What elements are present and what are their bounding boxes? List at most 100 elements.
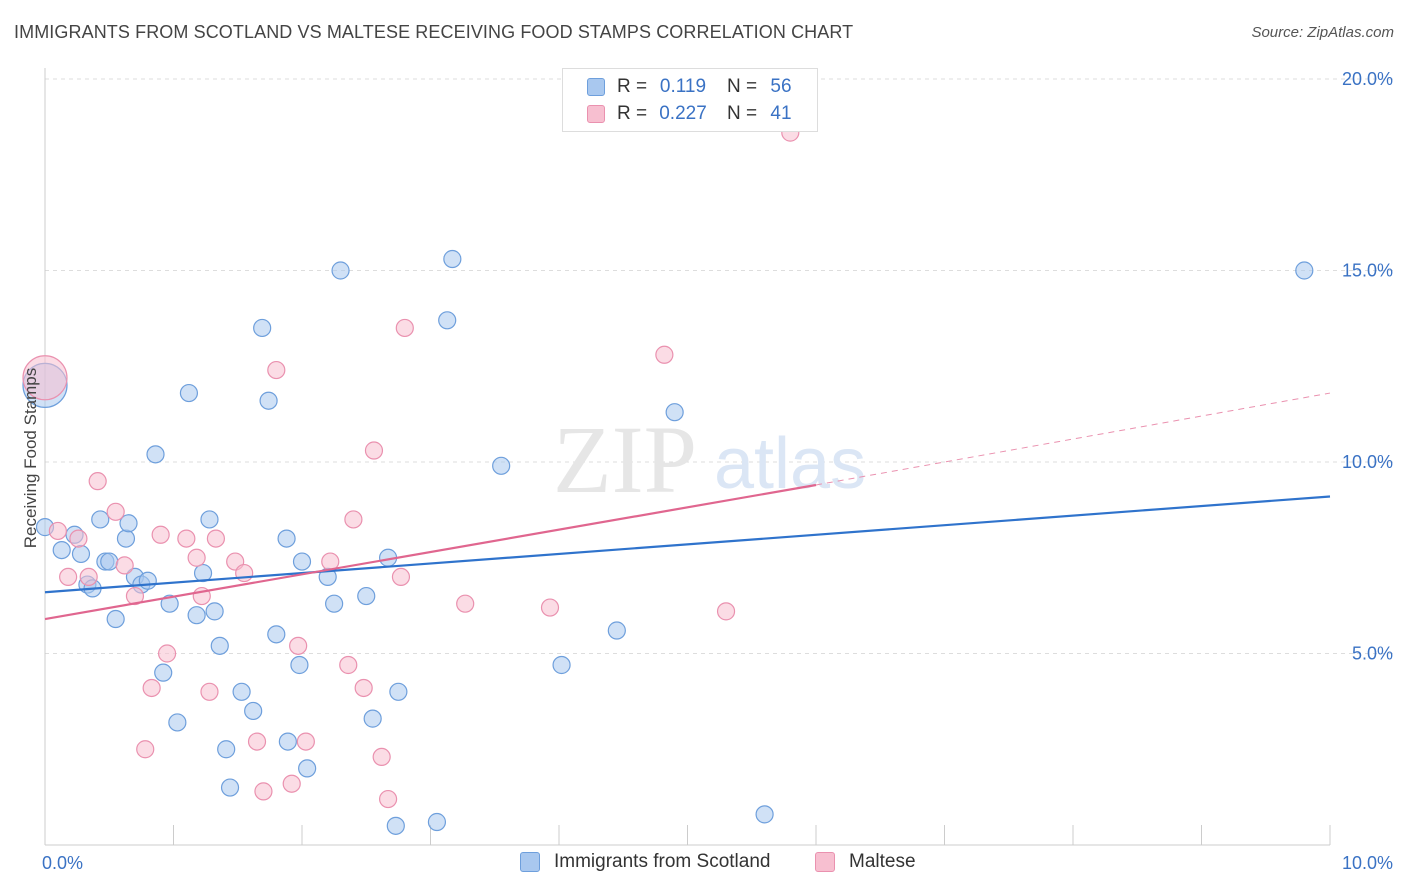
- point-scotland[interactable]: [290, 655, 309, 675]
- source-label: Source: ZipAtlas.com: [1251, 24, 1394, 41]
- point-scotland[interactable]: [232, 682, 251, 701]
- point-scotland[interactable]: [292, 552, 312, 571]
- point-maltese[interactable]: [177, 529, 196, 548]
- n-label: N =: [727, 76, 758, 97]
- point-maltese[interactable]: [88, 472, 107, 491]
- point-scotland[interactable]: [363, 709, 382, 728]
- trend-line-scotland: [44, 495, 1331, 594]
- point-maltese[interactable]: [115, 556, 134, 575]
- legend-item-maltese[interactable]: Maltese: [815, 851, 916, 873]
- series-legend: Immigrants from Scotland Maltese: [0, 851, 1406, 877]
- point-maltese[interactable]: [59, 567, 78, 587]
- scotland-swatch: [520, 852, 540, 872]
- y-tick-label: 15.0%: [1342, 261, 1393, 281]
- point-scotland[interactable]: [357, 586, 376, 606]
- point-maltese[interactable]: [247, 732, 267, 751]
- point-scotland[interactable]: [443, 249, 462, 269]
- legend-item-scotland[interactable]: Immigrants from Scotland: [520, 851, 770, 873]
- point-scotland[interactable]: [220, 778, 240, 797]
- legend-row-scotland: R = 0.119 N = 56: [587, 74, 801, 100]
- point-scotland[interactable]: [492, 456, 511, 475]
- point-scotland[interactable]: [193, 563, 213, 583]
- maltese-swatch: [815, 852, 835, 872]
- point-maltese[interactable]: [200, 682, 219, 701]
- point-scotland[interactable]: [267, 625, 286, 644]
- r-value: 0.119: [659, 76, 707, 97]
- point-scotland[interactable]: [100, 552, 119, 571]
- point-scotland[interactable]: [244, 701, 263, 721]
- point-scotland[interactable]: [278, 732, 297, 751]
- point-maltese[interactable]: [48, 521, 67, 541]
- point-maltese[interactable]: [235, 563, 254, 583]
- chart-title: IMMIGRANTS FROM SCOTLAND VS MALTESE RECE…: [14, 22, 854, 42]
- point-scotland[interactable]: [277, 529, 296, 548]
- watermark-zip: ZIP: [553, 406, 697, 513]
- point-scotland[interactable]: [91, 510, 110, 529]
- point-maltese[interactable]: [69, 529, 88, 548]
- point-maltese[interactable]: [206, 529, 226, 548]
- point-scotland[interactable]: [205, 602, 224, 621]
- point-maltese[interactable]: [655, 345, 674, 364]
- point-scotland[interactable]: [389, 682, 408, 701]
- y-tick-label: 20.0%: [1342, 69, 1393, 89]
- point-scotland[interactable]: [217, 740, 236, 759]
- point-scotland[interactable]: [116, 529, 136, 548]
- point-scotland[interactable]: [138, 571, 157, 590]
- point-maltese[interactable]: [296, 732, 315, 751]
- point-maltese[interactable]: [716, 602, 736, 621]
- point-scotland[interactable]: [210, 636, 229, 655]
- point-scotland[interactable]: [259, 391, 278, 410]
- point-maltese[interactable]: [125, 586, 145, 606]
- point-maltese[interactable]: [22, 355, 68, 401]
- point-maltese[interactable]: [157, 644, 177, 663]
- point-maltese[interactable]: [378, 789, 398, 809]
- point-scotland[interactable]: [1295, 261, 1314, 280]
- point-scotland[interactable]: [71, 544, 91, 564]
- point-scotland[interactable]: [106, 609, 125, 629]
- point-scotland[interactable]: [331, 261, 350, 280]
- point-maltese[interactable]: [254, 782, 273, 801]
- point-maltese[interactable]: [372, 747, 391, 767]
- point-maltese[interactable]: [267, 360, 286, 380]
- point-scotland[interactable]: [179, 383, 199, 403]
- legend-label-scotland: Immigrants from Scotland: [554, 851, 771, 872]
- point-maltese[interactable]: [364, 441, 384, 460]
- point-maltese[interactable]: [136, 740, 155, 759]
- point-scotland[interactable]: [438, 311, 457, 330]
- r-label: R =: [617, 76, 648, 97]
- point-maltese[interactable]: [456, 594, 475, 613]
- point-maltese[interactable]: [395, 318, 414, 338]
- correlation-legend: R = 0.119 N = 56 R = 0.227 N = 41: [562, 68, 818, 132]
- point-maltese[interactable]: [79, 567, 98, 587]
- point-maltese[interactable]: [151, 525, 170, 544]
- point-scotland[interactable]: [187, 606, 206, 625]
- trend-lines: [44, 392, 1331, 621]
- point-maltese[interactable]: [344, 510, 363, 529]
- y-tick-label: 10.0%: [1342, 452, 1393, 472]
- point-scotland[interactable]: [665, 403, 684, 422]
- point-scotland[interactable]: [160, 594, 179, 613]
- point-maltese[interactable]: [187, 548, 206, 567]
- point-scotland[interactable]: [427, 812, 447, 832]
- point-scotland[interactable]: [168, 713, 187, 732]
- point-maltese[interactable]: [354, 678, 373, 698]
- point-maltese[interactable]: [391, 567, 411, 587]
- point-scotland[interactable]: [200, 510, 219, 529]
- point-scotland[interactable]: [52, 540, 71, 560]
- point-scotland[interactable]: [154, 663, 173, 682]
- point-scotland[interactable]: [552, 655, 571, 675]
- point-scotland[interactable]: [607, 621, 626, 640]
- point-maltese[interactable]: [339, 655, 358, 675]
- point-maltese[interactable]: [282, 774, 301, 793]
- point-scotland[interactable]: [386, 816, 405, 835]
- point-scotland[interactable]: [119, 514, 138, 533]
- point-scotland[interactable]: [146, 445, 165, 464]
- point-scotland[interactable]: [298, 759, 317, 778]
- point-scotland[interactable]: [325, 594, 344, 613]
- point-maltese[interactable]: [142, 678, 161, 698]
- point-maltese[interactable]: [106, 502, 125, 521]
- point-scotland[interactable]: [755, 805, 774, 824]
- point-maltese[interactable]: [289, 636, 308, 655]
- point-maltese[interactable]: [540, 598, 560, 617]
- point-scotland[interactable]: [253, 318, 272, 338]
